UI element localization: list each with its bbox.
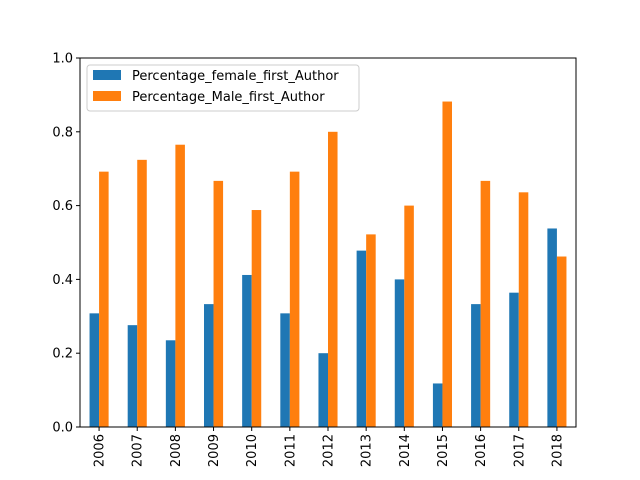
x-tick-label: 2007 [131,434,146,467]
bar-female-2008 [165,340,176,427]
y-tick-label: 0.4 [52,273,73,288]
x-tick-label: 2015 [436,434,451,467]
legend-swatch-female [93,70,121,80]
bar-male-2006 [99,171,109,427]
bar-female-2014 [394,279,405,427]
bar-female-2006 [89,313,100,427]
bar-male-2009 [213,180,224,427]
legend: Percentage_female_first_Author Percentage… [86,64,360,112]
bar-female-2017 [509,292,519,427]
x-tick-label: 2017 [512,434,527,467]
bar-female-2010 [242,274,252,427]
bar-female-2015 [432,383,443,427]
bar-female-2012 [318,353,328,427]
bar-female-2007 [127,325,138,427]
bar-male-2013 [366,234,376,427]
bar-male-2012 [328,131,338,428]
bar-female-2011 [280,313,290,427]
y-axis: 0.0 0.2 0.4 0.6 0.8 1.0 [52,52,80,436]
bar-female-2016 [471,304,481,427]
x-tick-label: 2016 [474,434,489,467]
x-tick-label: 2014 [398,434,413,467]
bar-male-2015 [442,101,452,427]
x-tick-label: 2006 [93,434,108,467]
x-tick-label: 2008 [169,434,184,467]
bar-female-2013 [356,250,367,427]
bar-male-2010 [251,210,262,427]
x-tick-label: 2009 [207,434,222,467]
legend-label-female: Percentage_female_first_Author [132,69,339,84]
y-tick-label: 0.2 [52,347,73,362]
x-tick-label: 2010 [245,434,260,467]
x-tick-label: 2018 [550,434,565,467]
bar-male-2017 [518,192,529,427]
x-axis: 2006 2007 2008 2009 2010 2011 2012 2013 2014 2015… [93,427,565,467]
x-tick-label: 2012 [322,434,337,467]
y-tick-label: 0.8 [52,125,73,140]
y-tick-label: 0.6 [52,199,73,214]
y-tick-label: 0.0 [52,421,73,436]
bar-male-2011 [289,171,300,427]
x-tick-label: 2013 [360,434,375,467]
bars-group [89,101,567,428]
legend-swatch-male [93,91,121,101]
x-tick-label: 2011 [283,434,298,467]
bar-male-2008 [175,144,185,427]
legend-box [86,64,360,112]
bar-female-2018 [547,228,557,427]
legend-label-male: Percentage_Male_first_Author [132,90,325,105]
y-tick-label: 1.0 [52,52,73,67]
bar-female-2009 [204,304,214,427]
bar-male-2014 [404,205,414,427]
plot-frame [79,57,577,428]
bar-male-2007 [137,159,147,427]
bar-male-2016 [480,180,491,427]
bar-male-2018 [556,256,567,427]
